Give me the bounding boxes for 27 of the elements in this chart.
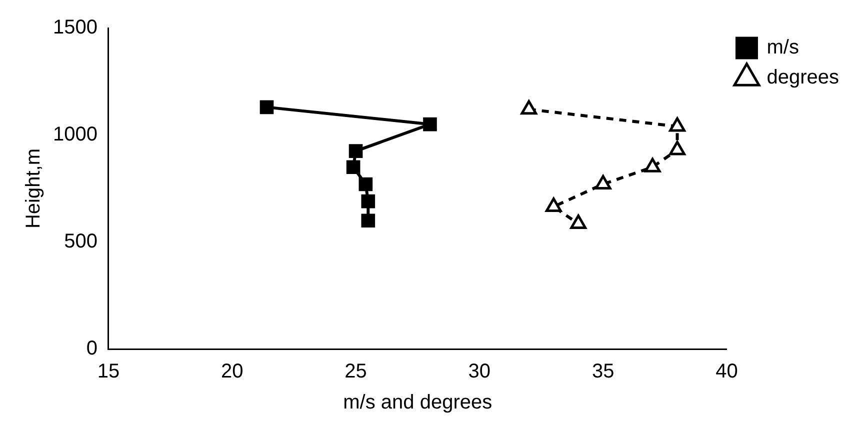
legend-label: degrees (766, 66, 840, 89)
point (260, 100, 274, 114)
y-tick-label: 0 (86, 338, 98, 360)
x-tick-label: 25 (344, 360, 367, 383)
x-tick-label: 30 (468, 360, 491, 383)
point (358, 177, 373, 192)
x-axis-title: m/s and degrees (343, 392, 492, 414)
point (520, 100, 538, 115)
point (423, 117, 437, 132)
point (669, 140, 686, 156)
y-tick-label: 500 (64, 230, 98, 253)
x-tick-label: 40 (716, 360, 738, 383)
point (570, 214, 587, 230)
x-tick-label: 20 (221, 360, 244, 383)
y-tick-label: 1500 (52, 16, 98, 39)
point (644, 158, 661, 172)
point (348, 144, 363, 158)
point (361, 194, 376, 208)
point (594, 174, 612, 190)
x-tick-label: 15 (97, 360, 120, 383)
point (346, 160, 360, 174)
y-tick-label: 1000 (52, 124, 98, 146)
y-axis-title: Height,m (22, 148, 45, 229)
legend-label: m/s (766, 36, 799, 59)
x-tick-label: 35 (592, 360, 614, 383)
point (669, 117, 686, 132)
point (545, 197, 562, 212)
